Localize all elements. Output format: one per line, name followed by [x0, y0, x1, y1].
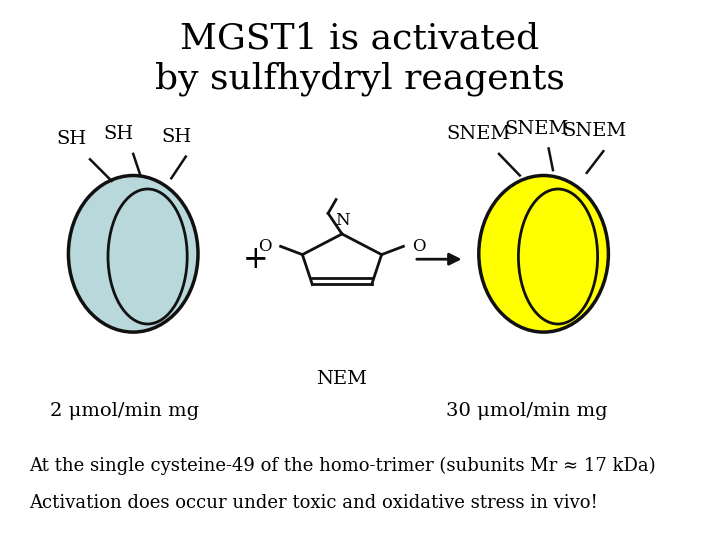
Text: O: O — [258, 238, 272, 255]
Ellipse shape — [108, 189, 187, 324]
Ellipse shape — [518, 189, 598, 324]
Text: NEM: NEM — [317, 370, 367, 388]
Text: Activation does occur under toxic and oxidative stress in vivo!: Activation does occur under toxic and ox… — [29, 494, 598, 512]
Text: N: N — [335, 212, 349, 228]
Text: 30 μmol/min mg: 30 μmol/min mg — [446, 402, 608, 420]
Text: SH: SH — [161, 128, 192, 146]
Text: O: O — [412, 238, 426, 255]
Text: SH: SH — [57, 131, 87, 149]
Text: +: + — [243, 244, 269, 275]
Ellipse shape — [68, 176, 198, 332]
Text: At the single cysteine-49 of the homo-trimer (subunits Mr ≈ 17 kDa): At the single cysteine-49 of the homo-tr… — [29, 456, 655, 475]
Ellipse shape — [479, 176, 608, 332]
Text: SH: SH — [104, 125, 134, 143]
Text: SNEM: SNEM — [504, 120, 569, 138]
Text: MGST1 is activated
by sulfhydryl reagents: MGST1 is activated by sulfhydryl reagent… — [155, 22, 565, 96]
Text: SNEM: SNEM — [446, 125, 511, 143]
Text: SNEM: SNEM — [562, 123, 626, 140]
Text: 2 μmol/min mg: 2 μmol/min mg — [50, 402, 199, 420]
